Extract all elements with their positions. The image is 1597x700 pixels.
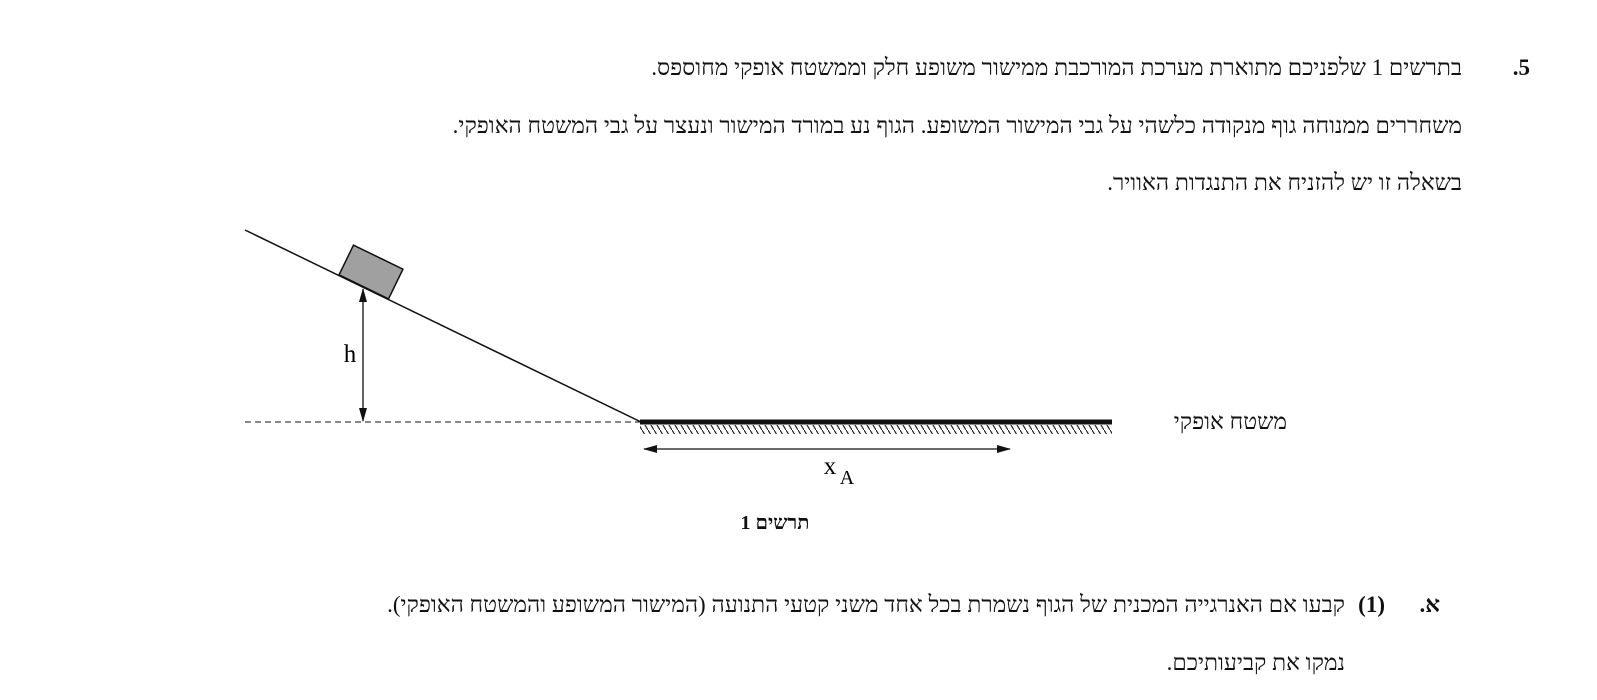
part-line: קבעו אם האנרגייה המכנית של הגוף נשמרת בכ… <box>387 592 1345 617</box>
part-number: (1) <box>1358 592 1385 617</box>
question-line: בשאלה זו יש להזניח את התנגדות האוויר. <box>1107 170 1462 195</box>
part-letter: א. <box>1419 592 1440 617</box>
distance-label: x <box>824 453 837 480</box>
incline <box>244 229 642 423</box>
distance-subscript: A <box>840 467 855 489</box>
height-label: h <box>344 341 357 368</box>
question-line: בתרשים 1 שלפניכם מתוארת מערכת המורכבת ממ… <box>651 55 1462 80</box>
surface-label: משטח אופקי <box>1173 409 1287 434</box>
block <box>338 244 404 300</box>
question-line: משחררים ממנוחה גוף מנקודה כלשהי על גבי ה… <box>452 113 1462 138</box>
part-line: נמקו את קביעותיכם. <box>1166 650 1345 675</box>
surface-hatching <box>640 425 1112 434</box>
diagram-caption: תרשים 1 <box>740 512 810 534</box>
question-number: 5. <box>1512 55 1530 80</box>
